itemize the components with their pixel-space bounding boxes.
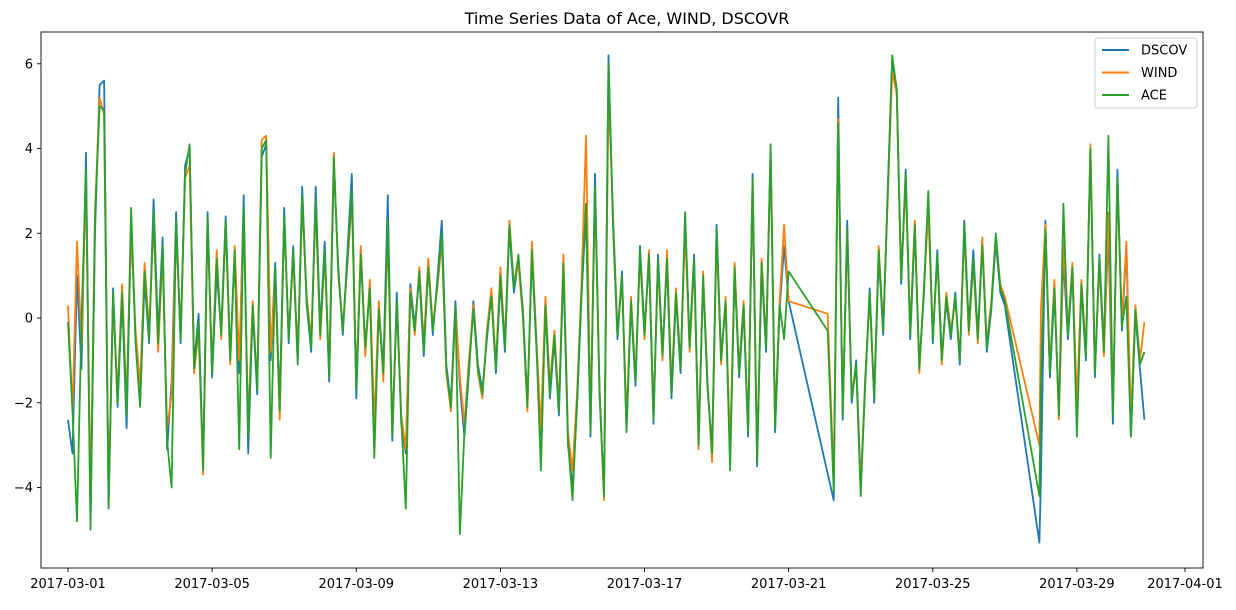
x-axis: 2017-03-01 2017-03-05 2017-03-09 2017-03-13… [30, 568, 1223, 592]
y-tick-label: 4 [25, 142, 33, 157]
legend-label-wind: WIND [1141, 66, 1177, 81]
legend-label-ace: ACE [1141, 89, 1167, 104]
x-tick-label: 2017-03-25 [895, 577, 971, 592]
y-tick-label: 0 [25, 312, 33, 327]
plot-area-frame [40, 31, 1204, 569]
y-tick-label: −2 [14, 396, 33, 411]
x-tick-label: 2017-03-01 [30, 577, 106, 592]
series-line-ace [67, 54, 1146, 535]
y-tick-label: 6 [25, 57, 33, 72]
y-tick-label: 2 [25, 227, 33, 242]
x-tick-label: 2017-03-09 [318, 577, 394, 592]
legend: DSCOV WIND ACE [1094, 37, 1198, 109]
y-tick-label: −4 [14, 481, 33, 496]
x-tick-label: 2017-04-01 [1147, 577, 1223, 592]
chart-title: Time Series Data of Ace, WIND, DSCOVR [464, 9, 790, 28]
x-tick-label: 2017-03-05 [174, 577, 250, 592]
x-tick-label: 2017-03-13 [463, 577, 539, 592]
legend-box [1094, 37, 1198, 109]
plot-area-group [67, 54, 1146, 544]
legend-label-dscov: DSCOV [1141, 44, 1187, 59]
x-tick-label: 2017-03-17 [607, 577, 683, 592]
x-tick-label: 2017-03-21 [751, 577, 827, 592]
x-tick-label: 2017-03-29 [1039, 577, 1115, 592]
y-axis: −4 −2 0 2 4 6 [14, 57, 41, 496]
